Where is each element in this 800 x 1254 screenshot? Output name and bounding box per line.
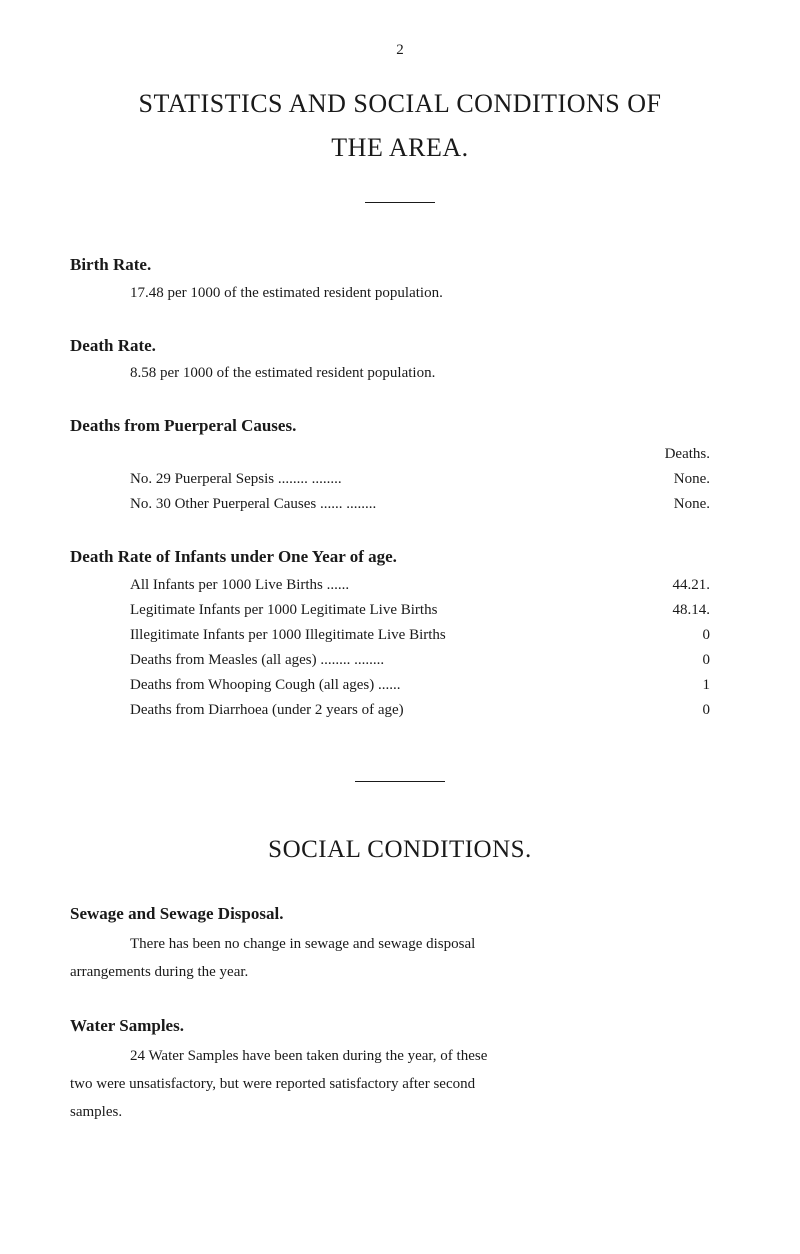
- water-para-line2: two were unsatisfactory, but were report…: [70, 1072, 730, 1096]
- stat-label: No. 30 Other Puerperal Causes ...... ...…: [130, 494, 640, 515]
- sewage-section: Sewage and Sewage Disposal. There has be…: [70, 902, 730, 984]
- stat-row: All Infants per 1000 Live Births ...... …: [130, 575, 730, 596]
- puerperal-heading: Deaths from Puerperal Causes.: [70, 414, 730, 438]
- stat-value: 0: [640, 625, 710, 646]
- infant-rate-heading: Death Rate of Infants under One Year of …: [70, 545, 730, 569]
- water-heading: Water Samples.: [70, 1014, 730, 1038]
- water-para-line3: samples.: [70, 1100, 730, 1124]
- main-title-line2: THE AREA.: [70, 130, 730, 166]
- title-divider: [365, 202, 435, 203]
- water-section: Water Samples. 24 Water Samples have bee…: [70, 1014, 730, 1124]
- stat-value: 44.21.: [640, 575, 710, 596]
- birth-rate-text: 17.48 per 1000 of the estimated resident…: [130, 283, 730, 304]
- stat-value: 0: [640, 650, 710, 671]
- deaths-column-header: Deaths.: [70, 444, 730, 465]
- death-rate-heading: Death Rate.: [70, 334, 730, 358]
- birth-rate-heading: Birth Rate.: [70, 253, 730, 277]
- section-divider: [355, 781, 445, 782]
- sewage-para-line2: arrangements during the year.: [70, 960, 730, 984]
- main-title-line1: STATISTICS AND SOCIAL CONDITIONS OF: [70, 86, 730, 122]
- stat-value: None.: [640, 469, 710, 490]
- stat-row: Deaths from Whooping Cough (all ages) ..…: [130, 675, 730, 696]
- water-para-line1: 24 Water Samples have been taken during …: [70, 1044, 730, 1068]
- stat-value: 48.14.: [640, 600, 710, 621]
- stat-value: 1: [640, 675, 710, 696]
- stat-row: No. 29 Puerperal Sepsis ........ .......…: [130, 469, 730, 490]
- social-conditions-title: SOCIAL CONDITIONS.: [70, 832, 730, 867]
- stat-label: Deaths from Diarrhoea (under 2 years of …: [130, 700, 640, 721]
- stat-label: Legitimate Infants per 1000 Legitimate L…: [130, 600, 640, 621]
- stat-label: Deaths from Measles (all ages) ........ …: [130, 650, 640, 671]
- stat-label: Illegitimate Infants per 1000 Illegitima…: [130, 625, 640, 646]
- stat-row: Legitimate Infants per 1000 Legitimate L…: [130, 600, 730, 621]
- death-rate-text: 8.58 per 1000 of the estimated resident …: [130, 363, 730, 384]
- infant-rate-section: Death Rate of Infants under One Year of …: [70, 545, 730, 721]
- stat-row: Deaths from Diarrhoea (under 2 years of …: [130, 700, 730, 721]
- stat-row: Illegitimate Infants per 1000 Illegitima…: [130, 625, 730, 646]
- stat-label: All Infants per 1000 Live Births ......: [130, 575, 640, 596]
- birth-rate-section: Birth Rate. 17.48 per 1000 of the estima…: [70, 253, 730, 304]
- sewage-para-line1: There has been no change in sewage and s…: [70, 932, 730, 956]
- stat-value: None.: [640, 494, 710, 515]
- death-rate-section: Death Rate. 8.58 per 1000 of the estimat…: [70, 334, 730, 385]
- sewage-heading: Sewage and Sewage Disposal.: [70, 902, 730, 926]
- page-number: 2: [70, 40, 730, 61]
- stat-row: No. 30 Other Puerperal Causes ...... ...…: [130, 494, 730, 515]
- stat-row: Deaths from Measles (all ages) ........ …: [130, 650, 730, 671]
- stat-label: Deaths from Whooping Cough (all ages) ..…: [130, 675, 640, 696]
- stat-label: No. 29 Puerperal Sepsis ........ .......…: [130, 469, 640, 490]
- stat-value: 0: [640, 700, 710, 721]
- puerperal-section: Deaths from Puerperal Causes. Deaths. No…: [70, 414, 730, 515]
